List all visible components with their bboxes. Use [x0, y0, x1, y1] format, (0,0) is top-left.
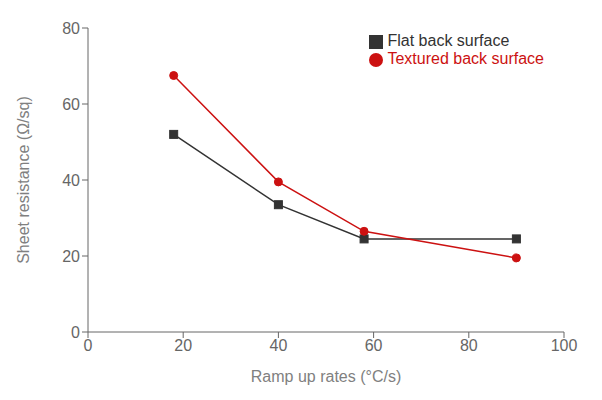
- svg-text:40: 40: [62, 172, 80, 189]
- svg-text:Sheet resistance (Ω/sq): Sheet resistance (Ω/sq): [15, 96, 32, 264]
- svg-text:0: 0: [84, 337, 93, 354]
- svg-text:80: 80: [460, 337, 478, 354]
- svg-text:40: 40: [270, 337, 288, 354]
- html-text:Textured back surface: Textured back surface: [387, 50, 544, 67]
- svg-text:100: 100: [551, 337, 578, 354]
- svg-text:Ramp up rates (°C/s): Ramp up rates (°C/s): [251, 368, 401, 385]
- svg-text:60: 60: [365, 337, 383, 354]
- svg-text:60: 60: [62, 96, 80, 113]
- svg-text:80: 80: [62, 20, 80, 37]
- svg-text:20: 20: [174, 337, 192, 354]
- html-text:Flat back surface: Flat back surface: [387, 32, 510, 49]
- svg-text:20: 20: [62, 248, 80, 265]
- svg-text:0: 0: [71, 324, 80, 341]
